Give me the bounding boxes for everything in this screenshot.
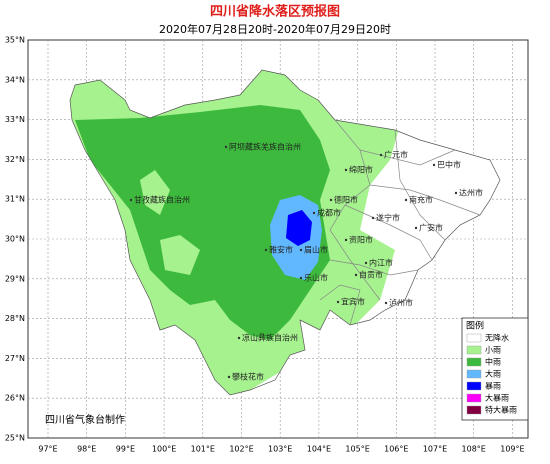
place-label: 宜宾市 (341, 297, 365, 307)
place-dot (379, 153, 383, 157)
legend-label: 特大暴雨 (485, 405, 517, 415)
lon-label: 101°E (191, 445, 215, 454)
place-dot (344, 238, 348, 242)
lon-label: 100°E (152, 445, 176, 454)
moderate-rain-area (75, 105, 330, 340)
lon-label: 106°E (384, 445, 408, 454)
place-label: 内江市 (369, 258, 393, 268)
place-dot (454, 191, 458, 195)
place-label: 攀枝花市 (232, 372, 264, 382)
place-label: 巴中市 (437, 160, 461, 170)
lon-label: 102°E (229, 445, 253, 454)
place-label: 绵阳市 (349, 165, 373, 175)
place-dot (354, 273, 358, 277)
place-dot (237, 336, 241, 340)
city-boundary (344, 204, 433, 261)
lon-label: 98°E (77, 445, 96, 454)
lat-label: 26°N (5, 394, 25, 403)
place-label: 资阳市 (349, 235, 373, 245)
legend-swatch (466, 333, 482, 343)
lon-label: 105°E (345, 445, 369, 454)
place-dot (432, 163, 436, 167)
place-dot (414, 226, 418, 230)
place-label: 成都市 (317, 208, 341, 218)
place-dot (264, 248, 268, 252)
lat-label: 29°N (5, 274, 25, 283)
place-dot (364, 261, 368, 265)
place-dot (329, 198, 333, 202)
legend-swatch (466, 393, 482, 403)
place-label: 达州市 (459, 188, 483, 198)
place-label: 凉山彝族自治州 (242, 333, 298, 343)
lat-label: 35°N (5, 36, 25, 45)
light-rain-patch (140, 170, 170, 215)
title: 四川省降水落区预报图 (210, 4, 340, 20)
lon-label: 103°E (268, 445, 292, 454)
province-outline (69, 69, 501, 396)
place-label: 德阳市 (334, 195, 358, 205)
place-dot (384, 301, 388, 305)
city-boundary (394, 129, 446, 241)
credit: 四川省气象台制作 (45, 413, 125, 426)
lat-label: 34°N (5, 75, 25, 84)
legend-label: 中雨 (485, 357, 501, 367)
place-dot (344, 168, 348, 172)
place-label: 甘孜藏族自治州 (134, 195, 190, 205)
place-label: 乐山市 (304, 273, 328, 283)
place-dot (224, 145, 228, 149)
legend-label: 小雨 (485, 346, 501, 355)
city-boundary (369, 184, 481, 216)
lat-label: 33°N (5, 115, 25, 124)
place-dot (336, 300, 340, 304)
place-label: 阿坝藏族羌族自治州 (229, 142, 301, 152)
legend-swatch (466, 405, 482, 415)
legend-swatch (466, 345, 482, 355)
lon-label: 109°E (500, 445, 524, 454)
place-label: 自贡市 (359, 270, 383, 280)
city-boundary (319, 284, 361, 326)
legend-label: 大暴雨 (485, 393, 509, 403)
place-label: 广安市 (419, 223, 443, 233)
place-label: 眉山市 (304, 245, 328, 255)
lon-label: 99°E (116, 445, 135, 454)
lat-label: 31°N (5, 195, 25, 204)
place-dot (312, 211, 316, 215)
legend-swatch (466, 381, 482, 391)
legend-label: 暴雨 (485, 382, 501, 391)
lat-label: 30°N (5, 235, 25, 244)
legend-swatch (466, 369, 482, 379)
legend-label: 无降水 (485, 333, 509, 343)
place-label: 泸州市 (389, 298, 413, 308)
subtitle: 2020年07月28日20时-2020年07月29日20时 (159, 22, 391, 36)
place-label: 南充市 (409, 195, 433, 205)
lon-label: 104°E (307, 445, 331, 454)
rainstorm-area (286, 210, 312, 246)
lon-label: 108°E (462, 445, 486, 454)
lon-label: 107°E (423, 445, 447, 454)
place-dot (404, 198, 408, 202)
place-dot (371, 216, 375, 220)
city-boundary (329, 259, 419, 276)
legend-swatch (466, 357, 482, 367)
lon-label: 97°E (38, 445, 57, 454)
light-rain-patch (160, 235, 200, 275)
place-label: 遂宁市 (376, 213, 400, 223)
legend-label: 大雨 (485, 369, 501, 379)
lat-label: 25°N (5, 434, 25, 443)
lat-label: 28°N (5, 314, 25, 323)
place-dot (299, 248, 303, 252)
lat-label: 32°N (5, 155, 25, 164)
place-label: 广元市 (384, 150, 408, 160)
legend-title: 图例 (466, 320, 484, 332)
lat-label: 27°N (5, 354, 25, 363)
place-dot (129, 198, 133, 202)
place-dot (227, 375, 231, 379)
place-label: 雅安市 (269, 245, 293, 255)
place-dot (299, 276, 303, 280)
